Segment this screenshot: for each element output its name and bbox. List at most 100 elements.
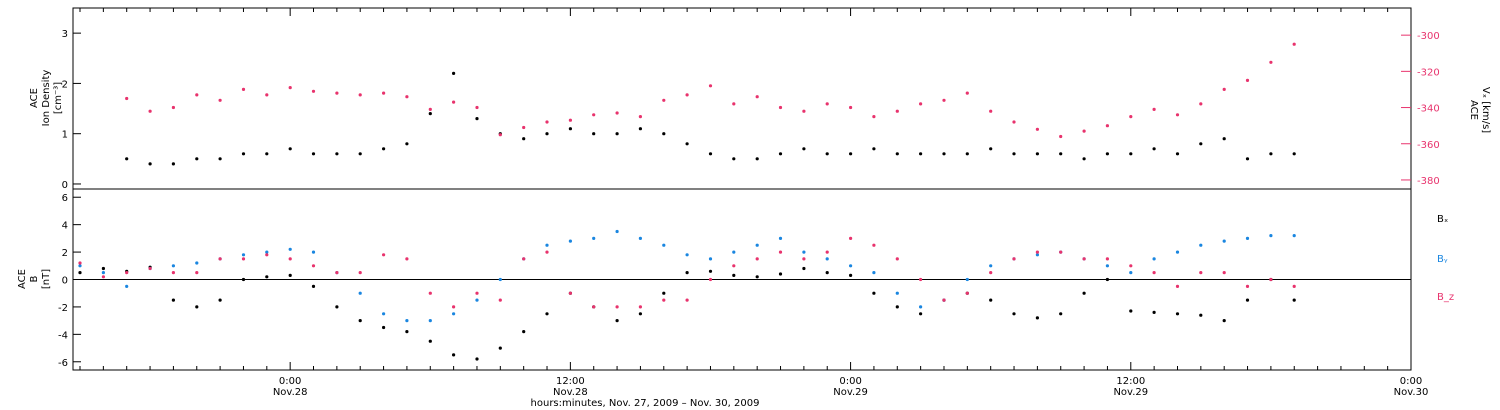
data-point <box>802 109 806 113</box>
data-point <box>989 147 993 151</box>
data-point <box>288 247 292 251</box>
series-1 <box>125 42 1296 139</box>
data-point <box>732 250 736 254</box>
data-point <box>428 112 432 116</box>
tick-label: 3 <box>62 29 68 40</box>
data-point <box>218 157 222 161</box>
data-point <box>1059 312 1063 316</box>
data-point <box>1035 152 1039 156</box>
data-point <box>428 107 432 111</box>
data-point <box>568 118 573 122</box>
bottom-panel-marks <box>78 229 1296 361</box>
data-point <box>171 271 175 275</box>
data-point <box>778 250 783 254</box>
data-point <box>1152 257 1156 261</box>
data-point <box>732 102 736 106</box>
data-point <box>1152 271 1156 275</box>
data-point <box>101 271 105 275</box>
data-point <box>872 115 876 119</box>
data-point <box>1035 127 1039 131</box>
data-point <box>685 93 689 97</box>
data-point <box>942 298 946 302</box>
data-point <box>965 91 969 95</box>
data-point <box>1129 264 1133 268</box>
data-point <box>358 152 362 156</box>
series-2 <box>78 236 1296 309</box>
data-point <box>265 152 269 156</box>
data-point <box>708 269 713 273</box>
data-point <box>849 264 853 268</box>
data-point <box>638 236 643 240</box>
data-point <box>942 152 946 156</box>
data-point <box>1129 271 1133 275</box>
data-point <box>545 250 549 254</box>
data-point <box>522 125 526 130</box>
data-point <box>358 93 362 97</box>
data-point <box>708 152 713 156</box>
data-point <box>1222 239 1226 243</box>
data-point <box>311 284 316 288</box>
data-point <box>778 236 783 240</box>
data-point <box>382 312 386 316</box>
data-point <box>638 127 643 131</box>
data-point <box>311 250 316 254</box>
data-point <box>1105 257 1109 261</box>
data-point <box>825 152 829 156</box>
data-point <box>1245 284 1250 288</box>
top-left-axis: 0 1 2 3 <box>62 29 81 191</box>
data-point <box>942 98 946 102</box>
data-point <box>895 291 899 295</box>
data-point <box>475 105 479 110</box>
data-point <box>335 152 339 156</box>
data-point <box>452 312 456 316</box>
data-point <box>919 277 923 282</box>
data-point <box>615 319 619 323</box>
data-point <box>802 147 806 151</box>
data-point <box>195 93 199 97</box>
data-point <box>241 87 246 91</box>
data-point <box>872 147 876 151</box>
tick-label: 0 <box>62 180 68 191</box>
data-point <box>148 266 152 271</box>
top-right-axis: -300 -320 -340 -360 -380 <box>1401 31 1440 187</box>
data-point <box>1152 107 1156 111</box>
data-point <box>685 271 689 275</box>
data-point <box>638 312 643 316</box>
data-point <box>568 239 573 243</box>
data-point <box>498 346 502 350</box>
data-point <box>195 271 199 275</box>
data-point <box>218 98 222 102</box>
data-point <box>1012 257 1016 261</box>
data-point <box>1035 253 1039 257</box>
data-point <box>1175 152 1180 156</box>
data-point <box>685 298 689 302</box>
data-point <box>895 257 899 261</box>
data-point <box>1129 115 1133 119</box>
top-right-label-line-1: ACE <box>1468 100 1479 120</box>
tick-label: Nov.28 <box>553 387 588 398</box>
tick-label: 2 <box>62 248 68 259</box>
data-point <box>545 243 549 247</box>
data-point <box>452 100 456 104</box>
data-point <box>452 353 456 357</box>
data-point <box>265 250 269 254</box>
data-point <box>825 102 829 106</box>
data-point <box>241 253 246 257</box>
data-point <box>335 305 339 309</box>
tick-label: 0:00 <box>1400 376 1422 387</box>
data-point <box>428 291 432 295</box>
data-point <box>382 253 386 257</box>
data-point <box>895 109 899 113</box>
top-left-label-line-2: Ion Density <box>41 70 52 127</box>
data-point <box>989 109 993 113</box>
data-point <box>1245 236 1250 240</box>
data-point <box>335 271 339 275</box>
data-point <box>125 96 129 101</box>
data-point <box>662 132 666 136</box>
data-point <box>171 105 175 110</box>
data-point <box>872 243 876 247</box>
tick-label: 1 <box>62 130 68 141</box>
data-point <box>849 236 853 240</box>
data-point <box>615 132 619 136</box>
